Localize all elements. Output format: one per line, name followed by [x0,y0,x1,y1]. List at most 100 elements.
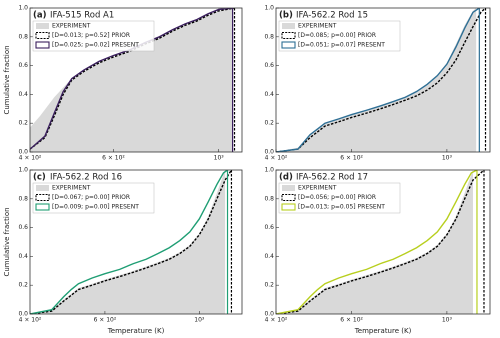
y-tick-label: 1.0 [18,167,28,174]
x-tick-label: 10³ [442,155,453,162]
panel-label: (d) [279,173,293,183]
legend-swatch [281,193,296,202]
line [30,170,228,314]
line [276,170,478,314]
legend-label: [D=0.056; p=0.00] PRIOR [298,194,376,201]
y-tick-label: 0.0 [18,311,28,318]
y-tick-label: 0.2 [264,282,274,289]
legend-box [32,182,155,214]
panel-label: (a) [33,11,47,21]
legend: EXPERIMENT [D=0.013; p=0.52] PRIOR [D=0.02… [32,20,155,52]
y-tick-label: 0.6 [264,224,274,231]
y-tick-label: 0.8 [264,33,274,40]
y-tick-label: 0.6 [18,224,28,231]
legend-label: [D=0.013; p=0.52] PRIOR [52,32,130,39]
legend-label: [D=0.051; p=0.07] PRESENT [298,42,385,49]
panel: 0.0 0.2 0.4 0.6 0.8 1.0 4 × 10² 6 × 10² 10³ (c) IF… [3,167,243,335]
y-tick-label: 0.0 [264,311,274,318]
y-tick-label: 0.4 [18,253,28,260]
legend-swatch [35,31,50,40]
x-tick-label: 10³ [194,317,205,324]
legend-label: [D=0.025; p=0.02] PRESENT [52,42,139,49]
panel-title: IFA-562.2 Rod 15 [296,11,368,21]
legend-label: EXPERIMENT [52,185,91,192]
x-axis-label: Temperature (K) [354,327,412,335]
line [30,170,233,314]
y-tick-label: 0.6 [18,62,28,69]
legend-swatch [282,185,295,191]
panel-title: IFA-515 Rod A1 [50,11,114,21]
y-tick-label: 0.6 [264,62,274,69]
y-tick-label: 0.4 [18,91,28,98]
legend-label: [D=0.009; p=0.00] PRESENT [52,204,139,211]
area [276,8,477,152]
legend-label: [D=0.085; p=0.00] PRIOR [298,32,376,39]
panel: 0.0 0.2 0.4 0.6 0.8 1.0 4 × 10² 6 × 10² 10³ (b) IF… [264,5,491,162]
legend: EXPERIMENT [D=0.056; p=0.00] PRIOR [D=0.01… [278,182,401,214]
panel-label: (b) [279,11,293,21]
legend-swatch [281,31,296,40]
plot-area [276,8,487,152]
y-tick-label: 0.4 [264,253,274,260]
plot-area [30,170,233,314]
legend-swatch [36,185,49,191]
panel-title: IFA-562.2 Rod 17 [296,173,368,183]
y-tick-label: 0.8 [18,33,28,40]
x-tick-label: 10³ [214,155,225,162]
y-tick-label: 0.8 [18,195,28,202]
y-tick-label: 0.4 [264,91,274,98]
legend-box [32,20,155,52]
line [276,8,486,152]
x-tick-label: 4 × 10² [265,317,288,324]
legend: EXPERIMENT [D=0.085; p=0.00] PRIOR [D=0.05… [278,20,401,52]
legend-swatch [281,41,296,49]
legend-swatch [35,41,50,49]
area [30,8,233,152]
y-tick-label: 1.0 [264,167,274,174]
legend-swatch [282,23,295,29]
legend-swatch [35,203,50,211]
legend-box [278,182,401,214]
panel: 0.0 0.2 0.4 0.6 0.8 1.0 4 × 10² 6 × 10² 10³ (a) IF… [3,5,243,162]
x-tick-label: 6 × 10² [340,317,363,324]
axes-frame [29,169,243,315]
y-tick-label: 1.0 [18,5,28,12]
plot-area [276,170,485,314]
panel: 0.0 0.2 0.4 0.6 0.8 1.0 4 × 10² 6 × 10² 10³ (d) IF… [264,167,491,335]
area [30,170,226,314]
x-tick-label: 6 × 10² [102,155,125,162]
area [276,170,473,314]
axes-frame [29,7,243,153]
legend-label: [D=0.067; p=0.00] PRIOR [52,194,130,201]
legend-box [278,20,401,52]
legend-label: EXPERIMENT [298,185,337,192]
legend-label: EXPERIMENT [298,23,337,30]
legend-swatch [36,23,49,29]
legend-label: [D=0.013; p=0.05] PRESENT [298,204,385,211]
legend: EXPERIMENT [D=0.067; p=0.00] PRIOR [D=0.00… [32,182,155,214]
panel-label: (c) [33,173,46,183]
axes-frame [275,169,491,315]
legend-swatch [281,203,296,211]
x-tick-label: 4 × 10² [19,317,42,324]
x-tick-label: 4 × 10² [265,155,288,162]
x-tick-label: 6 × 10² [340,155,363,162]
line [276,170,485,314]
y-tick-label: 0.2 [18,282,28,289]
y-tick-label: 0.0 [264,149,274,156]
y-tick-label: 0.2 [18,120,28,127]
axes-frame [275,7,491,153]
y-axis-label: Cumulative fraction [3,207,11,276]
y-tick-label: 1.0 [264,5,274,12]
legend-swatch [35,193,50,202]
y-tick-label: 0.2 [264,120,274,127]
x-tick-label: 10³ [442,317,453,324]
y-tick-label: 0.0 [18,149,28,156]
y-axis-label: Cumulative fraction [3,45,11,114]
legend-label: EXPERIMENT [52,23,91,30]
x-axis-label: Temperature (K) [107,327,165,335]
x-tick-label: 4 × 10² [19,155,42,162]
panel-title: IFA-562.2 Rod 16 [50,173,122,183]
x-tick-label: 6 × 10² [94,317,117,324]
